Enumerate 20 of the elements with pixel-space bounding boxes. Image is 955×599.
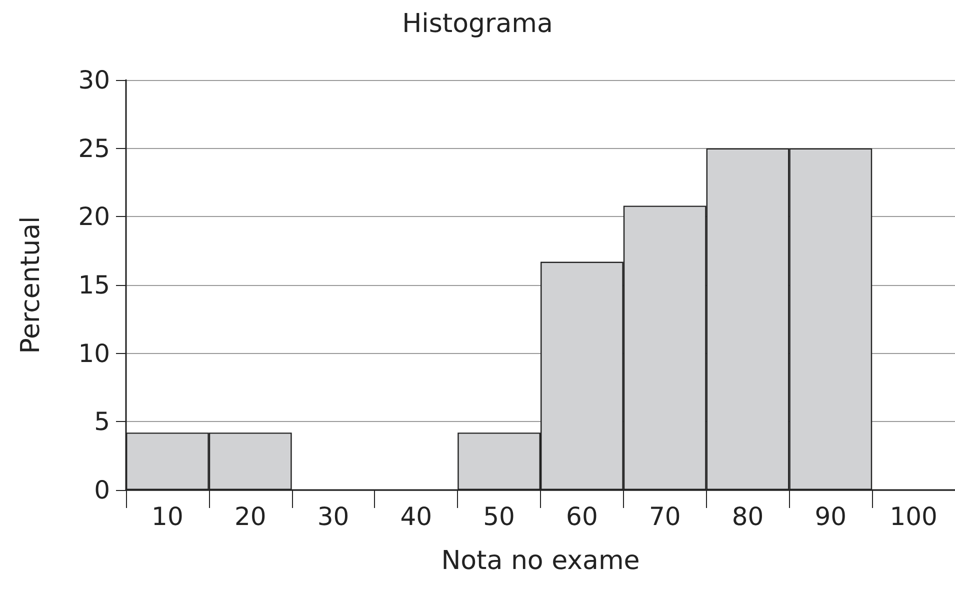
x-axis-title: Nota no exame: [441, 546, 640, 576]
y-tick-label: 30: [78, 66, 110, 94]
y-tick-label: 25: [78, 134, 110, 163]
x-tick-label: 60: [566, 502, 598, 531]
y-tick-label: 20: [78, 202, 110, 232]
y-tick-label: 15: [78, 270, 110, 300]
y-axis-title: Percentual: [16, 216, 46, 354]
x-tick-label: 80: [732, 502, 764, 531]
x-tick-label: 100: [890, 502, 938, 531]
x-tick-label: 40: [400, 502, 432, 531]
y-tick-label: 10: [78, 338, 110, 368]
x-tick-label: 20: [234, 502, 266, 531]
y-tick-label: 5: [94, 407, 110, 436]
chart-title: Histograma: [402, 9, 553, 39]
x-tick-label: 10: [152, 502, 184, 531]
x-tick-label: 70: [648, 502, 681, 531]
x-tick-label: 50: [483, 502, 515, 531]
x-tick-label: 90: [814, 502, 847, 531]
y-tick-label: 0: [94, 476, 110, 504]
x-tick-label: 30: [317, 502, 350, 531]
